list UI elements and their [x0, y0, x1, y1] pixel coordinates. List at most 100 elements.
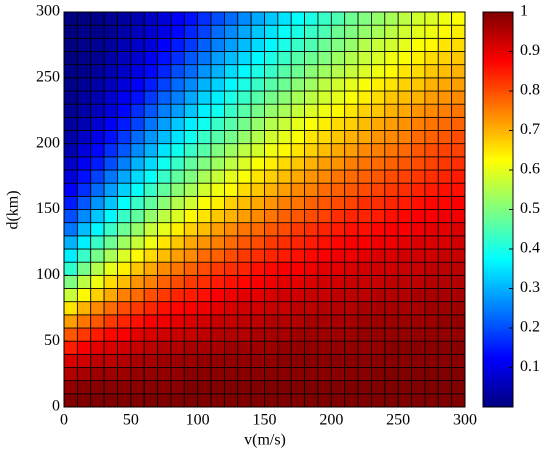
heat-cell: [437, 116, 453, 131]
heat-cell: [170, 130, 185, 145]
heat-cell: [451, 261, 466, 276]
heat-cell: [250, 327, 265, 342]
heat-cell: [277, 209, 292, 224]
heat-cell: [317, 64, 332, 79]
heat-cell: [63, 195, 78, 210]
heat-cell: [117, 314, 132, 329]
heat-cell: [384, 314, 399, 329]
heat-cell: [330, 261, 346, 276]
heat-cell: [424, 195, 439, 210]
heat-cell: [330, 327, 346, 342]
heat-cell: [143, 261, 158, 276]
heat-cell: [250, 353, 265, 368]
heat-cell: [371, 116, 386, 131]
heat-cell: [384, 353, 399, 368]
heat-cell: [304, 261, 319, 276]
heat-cell: [117, 380, 132, 395]
heat-cell: [143, 314, 158, 329]
heat-cell: [264, 130, 279, 145]
heat-cell: [437, 169, 453, 184]
heat-cell: [197, 182, 212, 197]
heat-cell: [250, 340, 265, 355]
heat-cell: [237, 301, 252, 316]
heat-cell: [424, 327, 439, 342]
heat-cell: [424, 314, 439, 329]
heat-cell: [264, 353, 279, 368]
heat-cell: [143, 340, 158, 355]
heat-cell: [304, 130, 319, 145]
heat-cell: [117, 274, 132, 289]
heat-cell: [397, 64, 412, 79]
heat-cell: [63, 64, 78, 79]
heat-cell: [451, 353, 466, 368]
heat-cell: [117, 327, 132, 342]
heat-cell: [237, 222, 252, 237]
heat-cell: [304, 288, 319, 303]
heat-cell: [384, 393, 399, 408]
heat-cell: [183, 301, 199, 316]
heat-cell: [317, 130, 332, 145]
heat-cell: [451, 143, 466, 158]
heat-cell: [157, 288, 172, 303]
heat-cell: [183, 314, 199, 329]
heat-cell: [451, 182, 466, 197]
heat-cell: [223, 51, 239, 66]
heat-cell: [90, 169, 105, 184]
heat-cell: [197, 288, 212, 303]
heat-cell: [384, 37, 399, 52]
heat-cell: [357, 77, 372, 92]
heat-cell: [424, 11, 439, 26]
heat-cell: [437, 195, 453, 210]
heat-cell: [130, 235, 145, 250]
heat-cell: [143, 222, 158, 237]
heat-cell: [223, 169, 239, 184]
heat-cell: [197, 393, 212, 408]
heat-cell: [130, 288, 145, 303]
heat-cell: [411, 37, 426, 52]
heat-cell: [183, 156, 199, 171]
heat-cell: [76, 261, 92, 276]
heat-cell: [330, 37, 346, 52]
heat-cell: [317, 182, 332, 197]
heat-cell: [143, 367, 158, 382]
heat-cell: [304, 340, 319, 355]
heat-cell: [397, 116, 412, 131]
heat-cell: [277, 314, 292, 329]
heat-cell: [451, 77, 466, 92]
heat-cell: [157, 314, 172, 329]
heat-cell: [290, 77, 306, 92]
heat-cell: [223, 103, 239, 118]
heat-cell: [330, 90, 346, 105]
x-tick-label: 0: [60, 412, 68, 429]
heat-cell: [264, 64, 279, 79]
heat-cell: [170, 353, 185, 368]
heat-cell: [304, 380, 319, 395]
heat-cell: [277, 222, 292, 237]
heat-cell: [117, 288, 132, 303]
heat-cell: [143, 64, 158, 79]
heat-cell: [76, 24, 92, 39]
heat-cell: [371, 130, 386, 145]
heat-cell: [371, 380, 386, 395]
heat-cell: [170, 116, 185, 131]
heat-cell: [76, 51, 92, 66]
heat-cell: [157, 195, 172, 210]
heat-cell: [76, 156, 92, 171]
heat-cell: [237, 195, 252, 210]
heat-cell: [170, 51, 185, 66]
heat-cell: [76, 301, 92, 316]
heat-cell: [397, 195, 412, 210]
heat-cell: [157, 51, 172, 66]
heat-cell: [437, 288, 453, 303]
heat-cell: [411, 116, 426, 131]
heat-cell: [157, 24, 172, 39]
heat-cell: [76, 77, 92, 92]
heat-cell: [197, 340, 212, 355]
heat-cell: [290, 274, 306, 289]
heat-cell: [76, 314, 92, 329]
colorbar-tick-label: 0.8: [520, 82, 540, 99]
heat-cell: [237, 209, 252, 224]
heat-cell: [90, 393, 105, 408]
heat-cell: [371, 156, 386, 171]
heat-cell: [397, 340, 412, 355]
